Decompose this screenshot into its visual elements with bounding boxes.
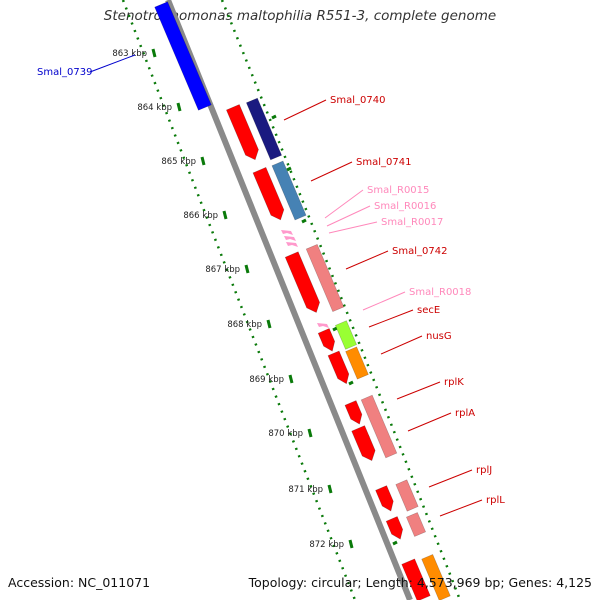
rna-smal-r0018 bbox=[317, 323, 329, 328]
leader-line-sece bbox=[368, 309, 414, 328]
label-nusg[interactable]: nusG bbox=[426, 331, 452, 342]
map-title: Stenotrophomonas maltophilia R551-3, com… bbox=[103, 8, 497, 24]
tick-label: 869 kbp bbox=[249, 375, 284, 385]
tick-mark bbox=[348, 539, 354, 549]
tick-label: 866 kbp bbox=[183, 211, 218, 221]
tick-label: 868 kbp bbox=[227, 320, 262, 330]
label-smal-0740[interactable]: Smal_0740 bbox=[330, 95, 385, 106]
label-smal-r0017[interactable]: Smal_R0017 bbox=[381, 217, 443, 228]
rna-smal-r0017 bbox=[286, 242, 298, 247]
leader-line-rplk bbox=[396, 381, 441, 400]
gene-smal-0742 bbox=[284, 251, 320, 313]
tick-mark bbox=[327, 484, 333, 494]
leader-line-smal-0741 bbox=[310, 161, 353, 182]
leader-line-smal-0742 bbox=[345, 250, 389, 270]
cds-rplj bbox=[395, 479, 419, 512]
gene-sece bbox=[317, 328, 336, 352]
tick-label: 865 kbp bbox=[161, 157, 196, 167]
label-rpll[interactable]: rplL bbox=[486, 495, 505, 506]
tick-mark bbox=[288, 374, 294, 384]
gene-smal-0741 bbox=[252, 167, 285, 221]
leader-line-smal-r0018 bbox=[362, 291, 406, 311]
label-smal-r0015[interactable]: Smal_R0015 bbox=[367, 185, 429, 196]
leader-line-nusg bbox=[380, 335, 423, 355]
label-rplk[interactable]: rplK bbox=[444, 377, 464, 388]
label-smal-r0016[interactable]: Smal_R0016 bbox=[374, 201, 436, 212]
tick-mark bbox=[151, 48, 157, 58]
label-smal-0741[interactable]: Smal_0741 bbox=[356, 157, 411, 168]
cds-smal-0742 bbox=[305, 243, 345, 313]
tick-label: 863 kbp bbox=[112, 49, 147, 59]
tick-mark bbox=[392, 540, 398, 546]
tick-mark bbox=[301, 218, 307, 224]
tick-mark bbox=[307, 428, 313, 438]
tick-label: 871 kbp bbox=[288, 485, 323, 495]
leader-line-smal-r0015 bbox=[324, 189, 364, 219]
gene-rplk bbox=[344, 400, 363, 425]
tick-label: 864 kbp bbox=[137, 103, 172, 113]
topology-summary: Topology: circular; Length: 4,573,969 bp… bbox=[248, 575, 592, 590]
tick-label: 867 kbp bbox=[205, 265, 240, 275]
label-sece[interactable]: secE bbox=[417, 305, 440, 316]
tick-mark bbox=[286, 166, 292, 172]
cds-smal-0740 bbox=[245, 97, 283, 161]
leader-line-smal-r0017 bbox=[328, 221, 378, 234]
leader-line-smal-r0016 bbox=[326, 205, 371, 227]
feature-labels: Smal_0739 Smal_0740 Smal_0741 Smal_R0015 Sma… bbox=[37, 54, 505, 517]
gene-rplj bbox=[375, 485, 394, 512]
cds-sece bbox=[335, 320, 357, 350]
cds-rpll bbox=[405, 512, 427, 537]
tick-marks: 863 kbp 864 kbp 865 kbp 866 kbp 867 kbp 868 k… bbox=[112, 48, 398, 550]
tick-label: 870 kbp bbox=[268, 429, 303, 439]
cds-rplk bbox=[360, 394, 398, 459]
tick-mark bbox=[266, 319, 272, 329]
leader-line-rplj bbox=[428, 469, 473, 488]
gene-partial-a bbox=[401, 558, 431, 600]
rna-smal-r0016 bbox=[284, 236, 296, 241]
feature-track bbox=[154, 1, 451, 600]
gene-smal-0739 bbox=[154, 1, 212, 111]
cds-partial-b bbox=[421, 554, 451, 600]
tick-mark bbox=[244, 264, 250, 274]
gene-rpla bbox=[351, 425, 376, 462]
tick-mark bbox=[348, 380, 354, 386]
label-rplj[interactable]: rplJ bbox=[476, 465, 492, 476]
tick-label: 872 kbp bbox=[309, 540, 344, 550]
tick-mark bbox=[200, 156, 206, 166]
leader-line-rpla bbox=[407, 412, 452, 432]
leader-line-rpll bbox=[439, 499, 483, 517]
cds-nusg bbox=[345, 346, 369, 380]
cds-smal-0741 bbox=[271, 160, 307, 221]
label-smal-r0018[interactable]: Smal_R0018 bbox=[409, 287, 471, 298]
tick-mark bbox=[332, 326, 338, 332]
leader-line-smal-0739 bbox=[89, 54, 136, 73]
label-smal-0739[interactable]: Smal_0739 bbox=[37, 67, 92, 78]
tick-track-left bbox=[121, 0, 357, 600]
gene-smal-0740 bbox=[226, 104, 259, 161]
gene-rpll bbox=[385, 516, 404, 540]
label-rpla[interactable]: rplA bbox=[455, 408, 475, 419]
tick-mark bbox=[176, 102, 182, 112]
gene-nusg bbox=[327, 350, 350, 385]
leader-line-smal-0740 bbox=[283, 99, 327, 121]
tick-mark bbox=[271, 114, 277, 120]
rna-smal-r0015 bbox=[281, 230, 293, 235]
label-smal-0742[interactable]: Smal_0742 bbox=[392, 246, 447, 257]
tick-mark bbox=[222, 210, 228, 220]
accession-text: Accession: NC_011071 bbox=[8, 575, 151, 590]
